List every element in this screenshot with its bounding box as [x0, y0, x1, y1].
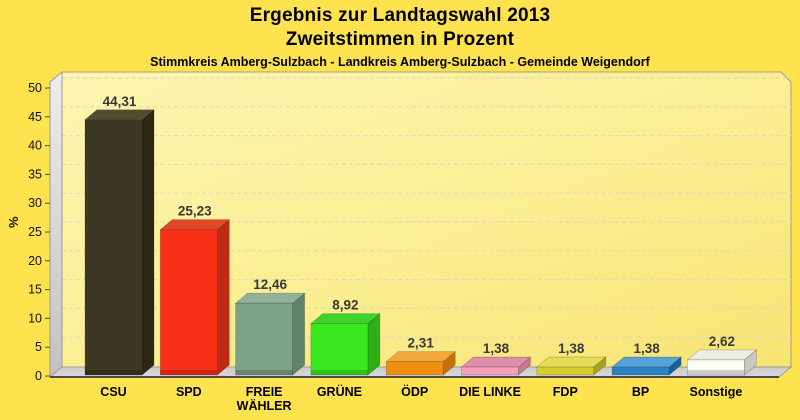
x-axis-label-fdp: FDP	[553, 385, 578, 399]
bar-base-shadow	[235, 370, 293, 375]
x-axis-label-gr-ne: GRÜNE	[317, 384, 362, 399]
bar-front-face	[536, 366, 595, 376]
bar-front-face	[385, 361, 444, 376]
chart-title-line1: Ergebnis zur Landtagswahl 2013	[249, 5, 551, 26]
y-axis-title: %	[6, 216, 21, 228]
x-axis-label-freie-w-hler: FREIE	[246, 385, 283, 399]
x-axis-label-spd: SPD	[176, 385, 202, 399]
axis-layer: 0 5 10 15 20 25 30 35 40 45 50	[28, 81, 50, 383]
x-axis-label-sonstige: Sonstige	[690, 385, 743, 399]
bar-top-face	[611, 356, 682, 368]
x-axis-label-csu: CSU	[100, 385, 126, 399]
x-axis-label-die-linke: DIE LINKE	[459, 385, 521, 399]
bar-top-face	[460, 356, 532, 368]
bar-top-face	[159, 219, 231, 230]
bar-top-face	[686, 349, 758, 361]
bar-top-face	[535, 356, 607, 368]
value-label-dp: 2,31	[408, 336, 435, 351]
chart-title-line2: Zweitstimmen in Prozent	[285, 29, 515, 50]
bar-top-face	[310, 313, 381, 324]
y-tick-label-25: 25	[28, 225, 42, 239]
x-axis-label-dp: ÖDP	[401, 384, 428, 399]
y-tick-label-50: 50	[28, 81, 42, 95]
bar-top-face	[385, 351, 457, 362]
bar-side-face	[141, 109, 155, 376]
bar-front-face	[235, 302, 293, 376]
bar-side-face	[367, 312, 381, 376]
y-tick-label-45: 45	[28, 110, 42, 124]
bar-front-face	[160, 229, 218, 376]
bar-spd	[159, 219, 231, 376]
bar-base-shadow	[687, 370, 745, 375]
value-label-spd: 25,23	[178, 204, 212, 219]
bar-die-linke	[460, 356, 532, 376]
bar-top-face	[234, 292, 306, 304]
value-label-gr-ne: 8,92	[332, 298, 358, 313]
bar-sonstige	[686, 349, 758, 376]
bar-bp	[611, 356, 682, 376]
y-tick-label-5: 5	[35, 340, 42, 354]
value-label-freie-w-hler: 12,46	[253, 277, 287, 292]
chart-subtitle: Stimmkreis Amberg-Sulzbach - Landkreis A…	[150, 55, 650, 69]
bar-front-face	[611, 366, 670, 376]
y-tick-label-40: 40	[28, 139, 42, 153]
bar-base-shadow	[85, 370, 142, 375]
bar-freie-w-hler	[234, 292, 306, 376]
plot-left-wall	[49, 70, 63, 379]
value-label-csu: 44,31	[103, 94, 137, 109]
bar-fdp	[535, 356, 607, 376]
value-label-fdp: 1,38	[558, 341, 585, 356]
bar-front-face	[310, 323, 369, 376]
x-axis-label-bp: BP	[632, 385, 649, 399]
chart-header: Ergebnis zur Landtagswahl 2013 Zweitstim…	[0, 4, 800, 69]
bar-dp	[385, 351, 457, 376]
y-tick-label-15: 15	[28, 283, 42, 297]
y-tick-label-20: 20	[28, 254, 42, 268]
bar-gr-ne	[310, 312, 381, 376]
y-tick-label-10: 10	[28, 311, 42, 325]
bar-base-shadow	[160, 370, 218, 375]
bar-top-face	[84, 109, 155, 121]
y-tick-label-0: 0	[35, 369, 42, 383]
value-label-sonstige: 2,62	[709, 334, 735, 349]
bar-base-shadow	[310, 370, 368, 375]
x-axis-label-freie-w-hler: WÄHLER	[237, 398, 292, 413]
bars-layer	[84, 109, 758, 376]
bar-front-face	[461, 366, 519, 376]
bar-csu	[84, 109, 155, 376]
y-tick-label-35: 35	[28, 167, 42, 181]
value-label-bp: 1,38	[633, 341, 660, 356]
bar-front-face	[84, 119, 143, 376]
value-label-die-linke: 1,38	[483, 341, 510, 356]
bar-side-face	[217, 219, 230, 376]
bar-front-face	[687, 359, 745, 376]
y-tick-label-30: 30	[28, 196, 42, 210]
bar-side-face	[292, 292, 305, 376]
